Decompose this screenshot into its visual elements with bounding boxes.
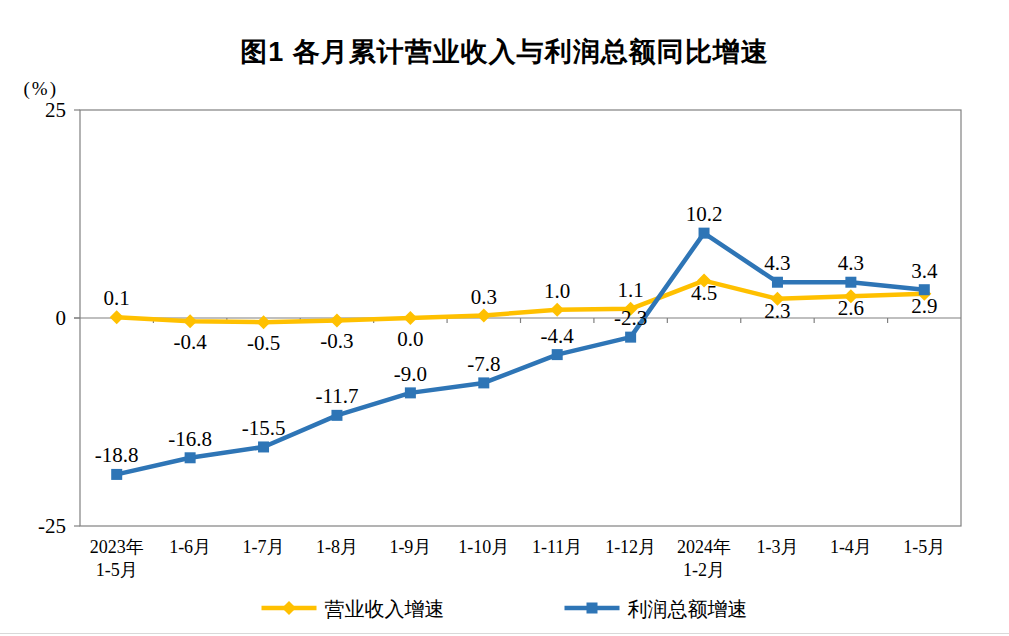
x-category-label: 1-8月 [316, 537, 358, 557]
x-category-label: 1-11月 [532, 537, 582, 557]
revenue-growth-marker [550, 303, 564, 317]
x-category-label: 1-5月 [96, 560, 138, 580]
revenue-growth-data-label: 2.9 [911, 294, 937, 318]
revenue-growth-data-label: 2.6 [838, 296, 864, 320]
figure-chart: 25 0 -25 (%) 2023年 1-5月 1-6月 1-7月 1-8月 1-9月 1-10月 1… [0, 0, 1009, 636]
profit-growth-data-label: -2.3 [614, 306, 647, 330]
y-tick-label: -25 [38, 514, 66, 538]
y-tick-label: 25 [45, 98, 66, 122]
chart-title: 图1 各月累计营业收入与利润总额同比增速 [0, 34, 1009, 70]
y-tick-label: 0 [56, 306, 67, 330]
revenue-growth-data-label: 1.0 [544, 279, 570, 303]
profit-growth-marker [405, 387, 416, 398]
x-category-label: 1-9月 [389, 537, 431, 557]
x-category-label: 1-7月 [243, 537, 285, 557]
legend-profit-growth-marker [587, 603, 598, 614]
revenue-growth-data-label: 0.3 [471, 285, 497, 309]
profit-growth-data-label: -4.4 [541, 324, 575, 348]
profit-growth-marker [258, 441, 269, 452]
legend-revenue-growth-label: 营业收入增速 [325, 598, 445, 620]
revenue-growth-marker [403, 311, 417, 325]
profit-growth-data-label: -7.8 [467, 352, 500, 376]
revenue-growth-line [117, 281, 925, 323]
profit-growth-marker [845, 277, 856, 288]
x-category-label: 1-4月 [830, 537, 872, 557]
x-category-label: 1-10月 [458, 537, 509, 557]
profit-growth-marker [699, 228, 710, 239]
profit-growth-marker [185, 452, 196, 463]
bottom-divider [0, 633, 1009, 634]
revenue-growth-data-label: 0.1 [104, 286, 130, 310]
revenue-growth-data-label: -0.3 [320, 329, 353, 353]
profit-growth-data-label: 4.3 [838, 251, 864, 275]
x-category-label: 2024年 [677, 537, 731, 557]
revenue-growth-data-label: -0.4 [174, 330, 208, 354]
profit-growth-marker [625, 332, 636, 343]
profit-growth-data-label: -16.8 [168, 427, 212, 451]
profit-growth-marker [331, 410, 342, 421]
x-category-label: 1-6月 [169, 537, 211, 557]
profit-growth-data-label: -11.7 [315, 384, 358, 408]
profit-growth-marker [478, 377, 489, 388]
profit-growth-data-label: -18.8 [95, 443, 139, 467]
profit-growth-marker [772, 277, 783, 288]
x-category-label: 1-12月 [605, 537, 656, 557]
revenue-growth-marker [257, 315, 271, 329]
profit-growth-marker [552, 349, 563, 360]
profit-growth-data-label: -9.0 [394, 362, 427, 386]
x-category-label: 1-3月 [756, 537, 798, 557]
figure-canvas: 图1 各月累计营业收入与利润总额同比增速 25 0 -25 (%) 2023年 1-5月 1… [0, 0, 1009, 636]
y-axis-unit-label: (%) [24, 78, 58, 100]
profit-growth-data-label: 10.2 [686, 202, 723, 226]
x-category-label: 1-2月 [683, 560, 725, 580]
x-category-label: 1-5月 [903, 537, 945, 557]
revenue-growth-data-label: 0.0 [397, 327, 423, 351]
profit-growth-data-label: 3.4 [911, 259, 938, 283]
revenue-growth-data-label: 1.1 [618, 278, 644, 302]
profit-growth-line [117, 233, 925, 474]
revenue-growth-data-label: 2.3 [764, 299, 790, 323]
x-category-label: 2023年 [90, 537, 144, 557]
profit-growth-marker [111, 469, 122, 480]
revenue-growth-marker [477, 309, 491, 323]
legend-profit-growth-label: 利润总额增速 [628, 598, 748, 620]
revenue-growth-marker [110, 310, 124, 324]
revenue-growth-data-label: 4.5 [691, 281, 717, 305]
profit-growth-data-label: -15.5 [242, 416, 286, 440]
revenue-growth-marker [183, 314, 197, 328]
profit-growth-data-label: 4.3 [764, 251, 790, 275]
legend-revenue-growth-marker [282, 601, 296, 615]
revenue-growth-data-label: -0.5 [247, 331, 280, 355]
revenue-growth-marker [330, 313, 344, 327]
